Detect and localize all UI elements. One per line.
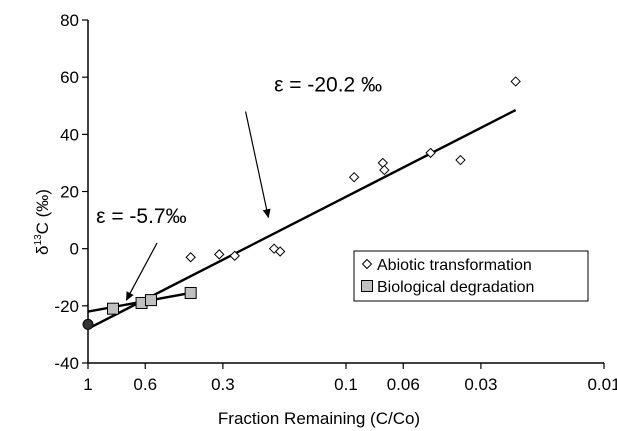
annotation-arrow-abiotic (245, 111, 271, 219)
y-tick-label: 60 (60, 68, 79, 87)
abiotic-point (425, 147, 436, 159)
markers (82, 76, 521, 330)
legend-box (353, 250, 589, 302)
abiotic-point (268, 243, 280, 254)
abiotic-point (510, 76, 521, 87)
abiotic-point (185, 252, 196, 263)
y-tick-label: -40 (54, 354, 79, 373)
biological-point (184, 286, 197, 299)
annotation-arrow-biological (125, 242, 158, 301)
x-tick-label: 0.06 (387, 375, 420, 394)
x-tick-label: 0.1 (334, 375, 358, 394)
y-axis-title-sup: 13 (33, 234, 44, 246)
y-tick-label: -20 (54, 297, 79, 316)
annotations: ε = -20.2 ‰ ε = -5.7‰ (96, 73, 382, 301)
x-tick-label: 0.03 (464, 375, 497, 394)
y-tick-label: 40 (60, 125, 79, 144)
biological-point (107, 302, 120, 315)
legend-label-abiotic: Abiotic transformation (377, 257, 532, 274)
x-tick-label: 0.3 (211, 375, 235, 394)
legend-abiotic-marker (361, 258, 373, 270)
y-tick-label: 0 (70, 240, 79, 259)
legend-biological-marker (361, 280, 373, 292)
abiotic-point (214, 249, 225, 260)
initial-point (82, 318, 94, 330)
abiotic-point (455, 154, 466, 166)
annotation-abiotic: ε = -20.2 ‰ (274, 73, 382, 96)
x-tick-label: 0.6 (133, 375, 157, 394)
abiotic-point (274, 246, 286, 257)
biological-point (144, 294, 157, 307)
x-tick-label: 0.01 (587, 375, 617, 394)
annotation-biological: ε = -5.7‰ (96, 205, 186, 228)
legend-label-biological: Biological degradation (377, 279, 534, 296)
y-axis-title: δ13C (‰) (33, 189, 52, 255)
y-axis: -40 -20 0 20 40 60 80 (54, 11, 89, 373)
fit-line-abiotic (87, 108, 517, 330)
legend: Abiotic transformation Biological degrada… (353, 250, 589, 302)
x-tick-label: 1 (83, 375, 92, 394)
abiotic-point (229, 250, 240, 262)
y-axis-title-rest: C (‰) (33, 189, 52, 234)
abiotic-point (379, 164, 390, 176)
y-axis-title-main: δ (33, 245, 52, 254)
y-tick-label: 20 (60, 183, 79, 202)
abiotic-point (348, 172, 360, 183)
abiotic-point (377, 157, 389, 169)
x-axis-title: Fraction Remaining (C/Co) (218, 409, 420, 428)
y-tick-label: 80 (60, 11, 79, 30)
x-axis: 1 0.6 0.3 0.1 0.06 0.03 0.01 (83, 362, 617, 394)
